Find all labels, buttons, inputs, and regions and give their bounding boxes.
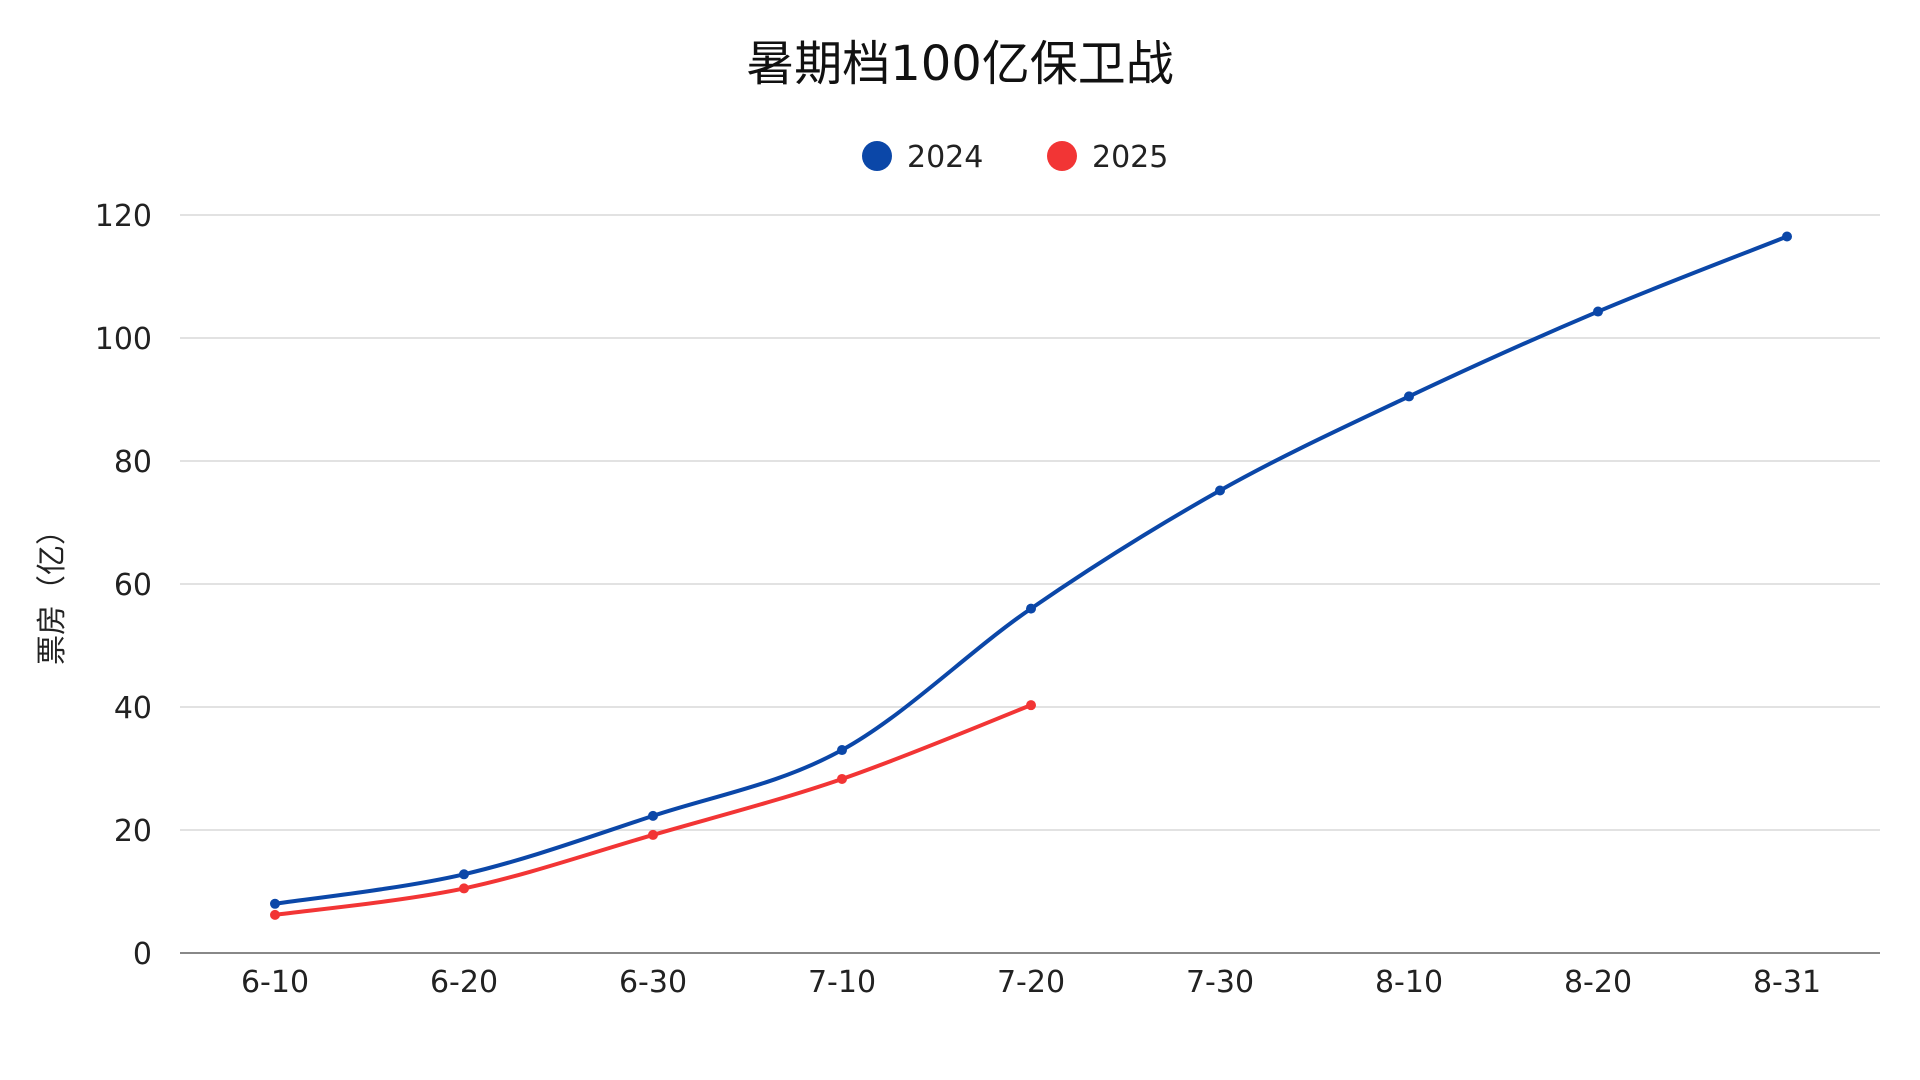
legend-item-2025: 2025 <box>1047 140 1168 175</box>
x-axis-ticks: 6-10 6-20 6-30 7-10 7-20 7-30 8-10 8-20 8-31 <box>241 965 1821 1000</box>
gridlines <box>180 214 1880 831</box>
series-line-2025 <box>273 703 1033 917</box>
data-point-2025 <box>648 829 658 840</box>
x-tick-label: 8-20 <box>1564 965 1632 1000</box>
data-point-2025 <box>270 909 280 920</box>
x-tick-label: 7-30 <box>1186 965 1254 1000</box>
series-layer <box>270 231 1792 920</box>
series-line-2024 <box>273 234 1789 906</box>
data-point-2024 <box>837 745 847 756</box>
data-point-2025 <box>459 883 469 894</box>
legend-item-2024: 2024 <box>862 140 983 175</box>
series-2025 <box>270 700 1036 920</box>
data-point-2024 <box>1215 485 1225 496</box>
y-tick-label: 100 <box>95 322 152 357</box>
x-tick-label: 8-31 <box>1753 965 1821 1000</box>
data-point-2024 <box>270 898 280 909</box>
x-tick-label: 6-10 <box>241 965 309 1000</box>
data-point-2024 <box>1026 603 1036 614</box>
data-point-2024 <box>1593 306 1603 317</box>
y-tick-label: 40 <box>114 691 152 726</box>
y-tick-label: 120 <box>95 199 152 234</box>
data-point-2024 <box>1782 231 1792 242</box>
x-tick-label: 8-10 <box>1375 965 1443 1000</box>
x-tick-label: 6-30 <box>619 965 687 1000</box>
data-point-2025 <box>837 773 847 784</box>
y-tick-label: 20 <box>114 814 152 849</box>
data-point-2025 <box>1026 700 1036 711</box>
y-tick-label: 60 <box>114 568 152 603</box>
x-tick-label: 6-20 <box>430 965 498 1000</box>
legend-marker <box>862 141 892 171</box>
y-tick-label: 80 <box>114 445 152 480</box>
data-point-2024 <box>648 810 658 821</box>
data-point-2024 <box>1404 391 1414 402</box>
series-2024 <box>270 231 1792 909</box>
chart-title: 暑期档100亿保卫战 <box>746 36 1174 92</box>
y-axis-ticks: 0 20 40 60 80 100 120 <box>95 199 152 972</box>
legend-label: 2025 <box>1092 140 1168 175</box>
legend: 2024 2025 <box>862 140 1168 175</box>
x-tick-label: 7-10 <box>808 965 876 1000</box>
x-tick-label: 7-20 <box>997 965 1065 1000</box>
y-axis-title: 票房（亿） <box>35 515 70 665</box>
data-point-2024 <box>459 869 469 880</box>
y-tick-label: 0 <box>133 937 152 972</box>
legend-marker <box>1047 141 1077 171</box>
legend-label: 2024 <box>907 140 983 175</box>
